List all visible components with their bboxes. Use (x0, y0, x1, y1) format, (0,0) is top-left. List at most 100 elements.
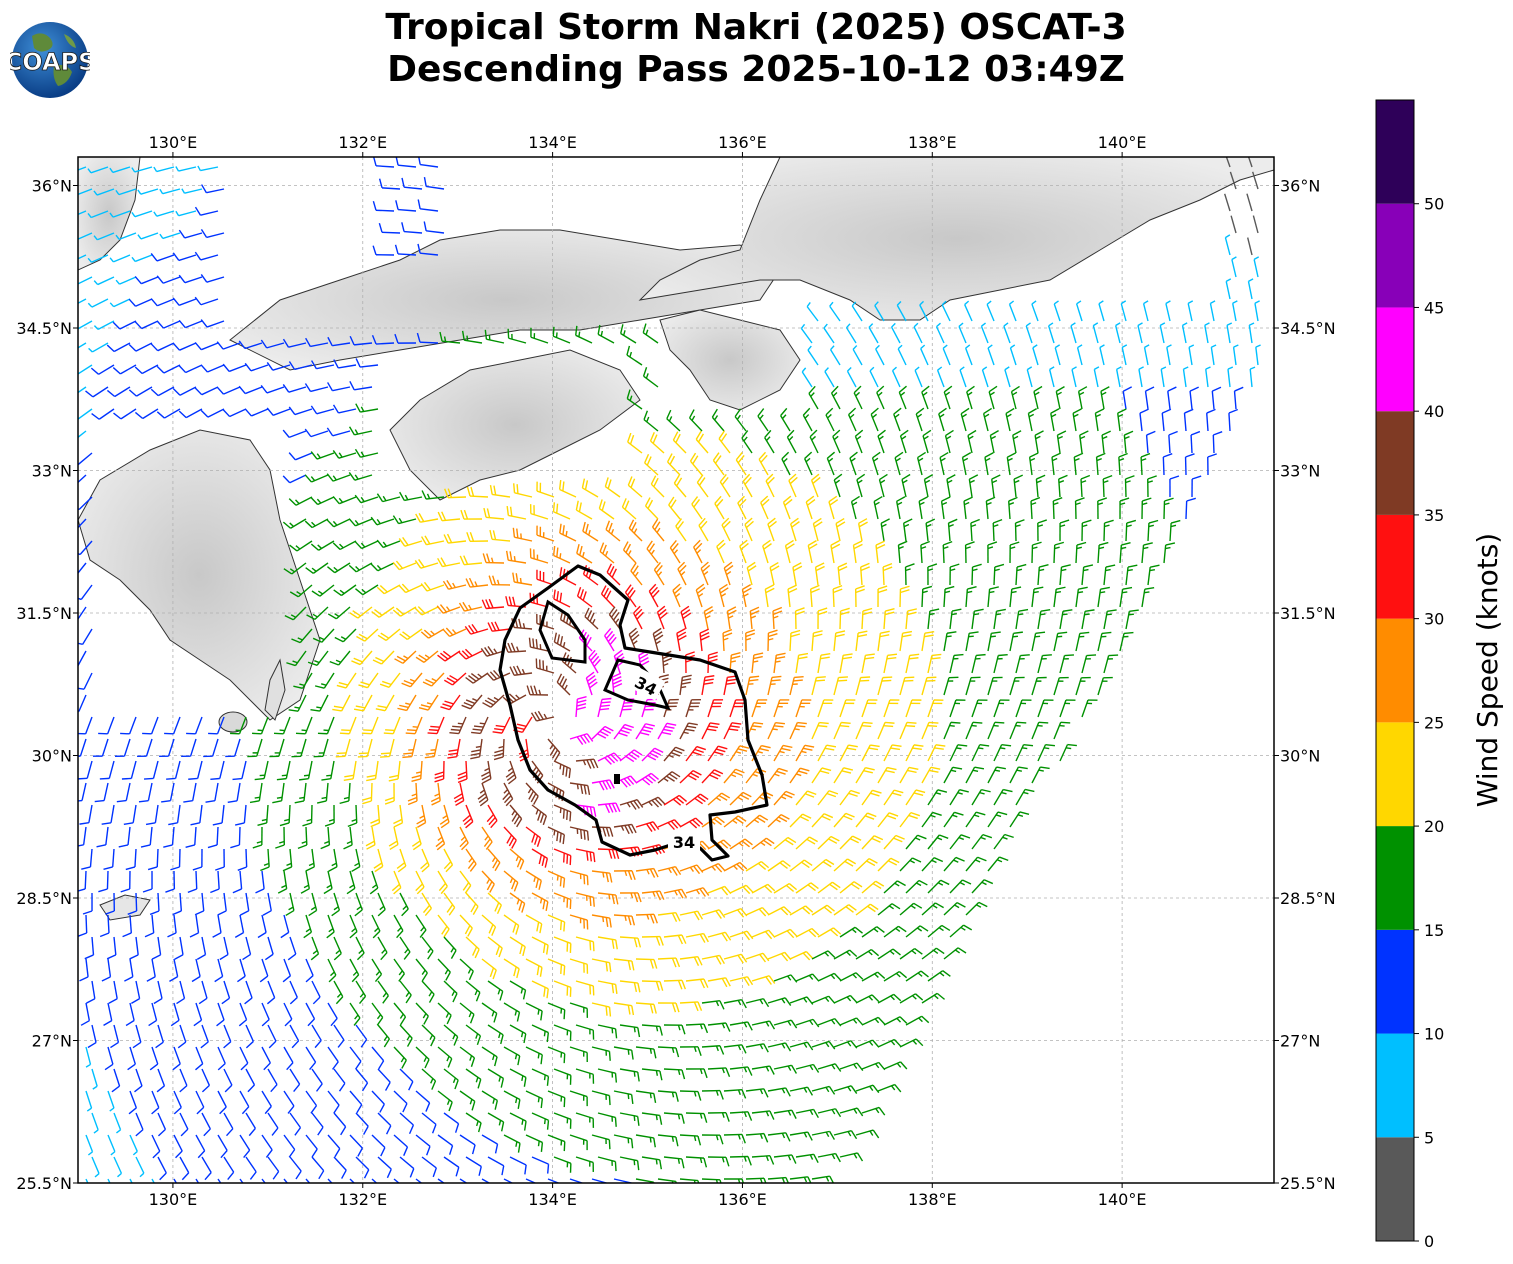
wind-barb (1162, 453, 1173, 476)
wind-barb (764, 429, 775, 454)
wind-barb (482, 694, 505, 708)
wind-barb (465, 577, 489, 588)
wind-barb (817, 653, 831, 674)
wind-barb (326, 518, 351, 528)
wind-barb (282, 384, 307, 393)
wind-barb (688, 409, 703, 432)
wind-barb (376, 539, 401, 549)
wind-barb (916, 451, 926, 476)
wind-barb (1161, 408, 1172, 432)
wind-barb (418, 694, 439, 711)
wind-barb (987, 344, 995, 366)
wind-barb (959, 366, 967, 388)
wind-barb (351, 650, 373, 666)
wind-barb (1053, 631, 1068, 652)
wind-barb (526, 685, 549, 696)
wind-barb (513, 483, 533, 498)
wind-barb (764, 584, 775, 608)
wind-barb (718, 583, 729, 608)
wind-barb (1165, 300, 1171, 322)
wind-barb (288, 406, 313, 416)
lon-tick-label-top: 130°E (149, 133, 198, 152)
wind-barb (1232, 344, 1239, 366)
colorbar-tick-label: 15 (1424, 921, 1444, 940)
wind-barb (874, 301, 885, 322)
wind-barb (289, 540, 313, 552)
wind-barb (305, 562, 329, 574)
wind-barb (1125, 519, 1137, 542)
wind-barb (131, 166, 153, 173)
wind-barb (112, 320, 137, 330)
wind-barb (106, 386, 131, 398)
wind-barb (1140, 452, 1151, 476)
wind-barb (529, 548, 549, 564)
wind-barb (1211, 386, 1222, 410)
wind-barb (109, 298, 131, 308)
wind-barb (689, 452, 703, 476)
wind-barb (718, 430, 731, 454)
wind-barb (847, 407, 857, 432)
wind-barb (852, 345, 863, 366)
wind-barb (981, 366, 989, 388)
wind-barb (371, 606, 395, 618)
wind-barb (310, 405, 335, 415)
wind-barb (833, 630, 846, 652)
lat-tick-label-right: 27°N (1280, 1032, 1320, 1051)
wind-barb (178, 364, 203, 374)
wind-barb (679, 674, 692, 696)
wind-barb (751, 652, 764, 674)
wind-barb (87, 254, 109, 263)
wind-barb (222, 408, 247, 418)
wind-barb (244, 408, 269, 417)
wind-barb (801, 367, 813, 388)
wind-barb (780, 407, 791, 432)
wind-barb (194, 386, 219, 396)
colorbar-bin (1376, 411, 1414, 515)
wind-barb (800, 323, 813, 344)
wind-barb (993, 563, 1005, 586)
wind-barb (326, 427, 351, 437)
wind-barb (552, 546, 571, 564)
wind-barb (711, 408, 725, 432)
wind-barb (947, 518, 958, 542)
wind-barb (1097, 541, 1109, 564)
wind-barb (627, 476, 643, 498)
colorbar-bin (1376, 722, 1414, 827)
wind-barb (767, 675, 782, 696)
wind-barb (128, 386, 153, 397)
wind-barb (942, 540, 953, 564)
wind-barb (700, 561, 711, 586)
wind-barb (1093, 366, 1100, 388)
wind-barb (869, 366, 879, 388)
wind-barb (605, 520, 621, 542)
wind-barb (442, 627, 467, 638)
wind-barb (765, 473, 775, 498)
wind-barb (656, 605, 668, 630)
wind-barb (722, 628, 733, 652)
wind-barb (78, 320, 93, 330)
wind-barb (943, 385, 953, 410)
wind-barb (620, 324, 637, 344)
wind-barb (980, 322, 989, 344)
wind-barb (744, 517, 754, 542)
wind-barb (893, 407, 902, 432)
wind-barb (78, 166, 87, 171)
wind-barb (826, 451, 836, 476)
wind-barb (356, 628, 379, 642)
wind-barb (1159, 322, 1166, 344)
wind-barb (394, 333, 417, 344)
wind-barb (833, 473, 843, 498)
wind-barb (859, 562, 870, 586)
wind-barb (353, 694, 373, 712)
wind-barb (828, 495, 839, 520)
wind-barb (1005, 407, 1015, 432)
wind-barb (703, 606, 714, 630)
wind-barb (310, 496, 335, 506)
wind-barb (312, 628, 335, 643)
wind-barb (194, 206, 219, 216)
wind-barb (442, 579, 467, 590)
wind-barb (484, 329, 505, 344)
wind-barb (1227, 366, 1234, 388)
wind-barb (78, 518, 87, 529)
wind-barb (680, 605, 692, 630)
